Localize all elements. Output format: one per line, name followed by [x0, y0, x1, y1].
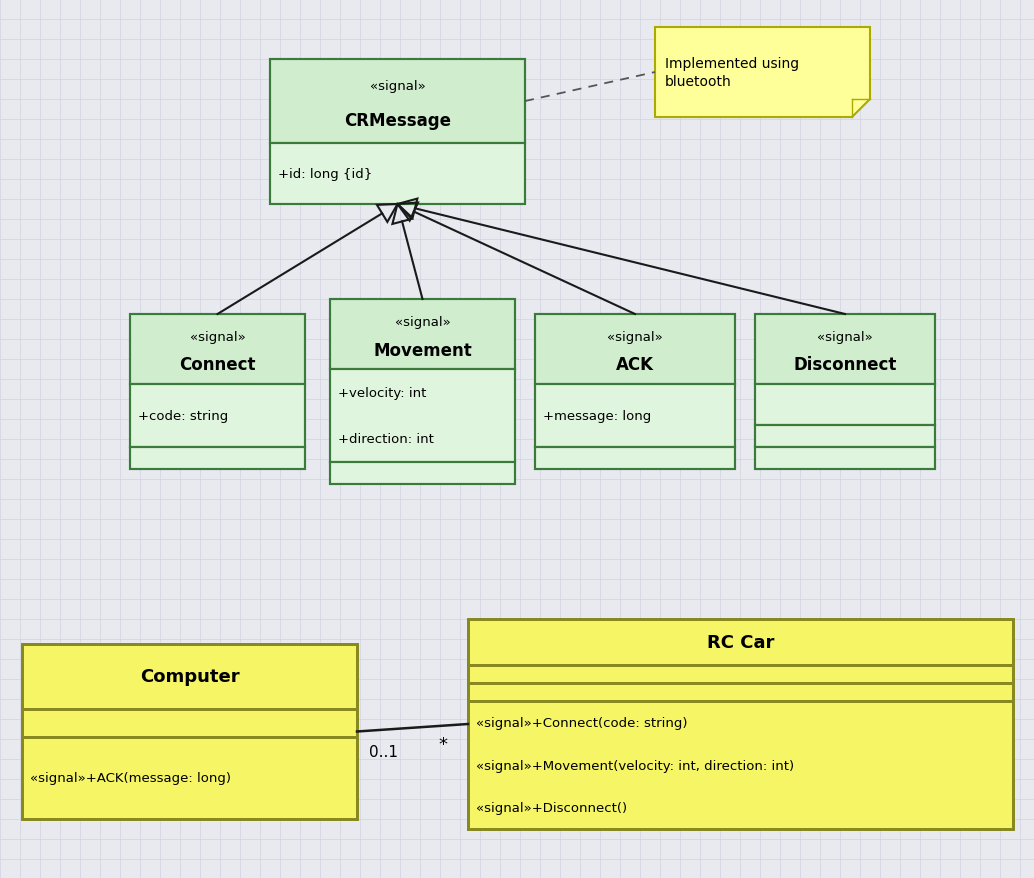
Bar: [468, 683, 1013, 702]
Text: +code: string: +code: string: [138, 409, 229, 422]
Text: 0..1: 0..1: [369, 745, 398, 759]
Bar: [535, 314, 735, 470]
Bar: [270, 60, 525, 144]
Bar: [755, 385, 935, 426]
Bar: [130, 385, 305, 448]
Bar: [330, 299, 515, 370]
Text: +id: long {id}: +id: long {id}: [278, 168, 372, 181]
Bar: [270, 144, 525, 205]
Bar: [22, 644, 357, 819]
Text: ACK: ACK: [616, 356, 653, 374]
Text: «signal»: «signal»: [817, 330, 873, 343]
Bar: [130, 448, 305, 470]
Text: «signal»+Disconnect(): «signal»+Disconnect(): [476, 802, 628, 814]
Text: «signal»+ACK(message: long): «signal»+ACK(message: long): [30, 772, 231, 784]
Bar: [755, 426, 935, 448]
Text: +message: long: +message: long: [543, 409, 651, 422]
Text: «signal»: «signal»: [607, 330, 663, 343]
Bar: [22, 709, 357, 737]
Bar: [22, 737, 357, 819]
Text: Computer: Computer: [140, 667, 239, 686]
Bar: [535, 448, 735, 470]
Bar: [270, 60, 525, 205]
Text: «signal»: «signal»: [395, 315, 451, 328]
Text: RC Car: RC Car: [707, 633, 774, 651]
Bar: [330, 463, 515, 485]
Text: «signal»: «signal»: [189, 330, 245, 343]
Text: bluetooth: bluetooth: [665, 75, 732, 89]
Text: Implemented using: Implemented using: [665, 57, 799, 71]
Bar: [755, 314, 935, 470]
Bar: [468, 619, 1013, 666]
Text: CRMessage: CRMessage: [344, 112, 451, 129]
Bar: [22, 644, 357, 709]
Bar: [130, 314, 305, 470]
Bar: [468, 666, 1013, 683]
Bar: [330, 299, 515, 485]
Bar: [755, 314, 935, 385]
Text: «signal»+Movement(velocity: int, direction: int): «signal»+Movement(velocity: int, directi…: [476, 759, 794, 772]
Bar: [755, 448, 935, 470]
Text: +velocity: int: +velocity: int: [338, 386, 426, 399]
Bar: [330, 370, 515, 463]
Text: Disconnect: Disconnect: [793, 356, 896, 374]
Text: +direction: int: +direction: int: [338, 433, 434, 446]
Text: «signal»: «signal»: [369, 80, 425, 93]
Text: Movement: Movement: [373, 342, 472, 359]
Bar: [130, 314, 305, 385]
Bar: [468, 702, 1013, 829]
Text: «signal»+Connect(code: string): «signal»+Connect(code: string): [476, 716, 688, 729]
Text: *: *: [438, 735, 448, 753]
Bar: [535, 314, 735, 385]
Text: Connect: Connect: [179, 356, 255, 374]
Bar: [468, 619, 1013, 829]
Polygon shape: [655, 28, 870, 118]
Bar: [535, 385, 735, 448]
